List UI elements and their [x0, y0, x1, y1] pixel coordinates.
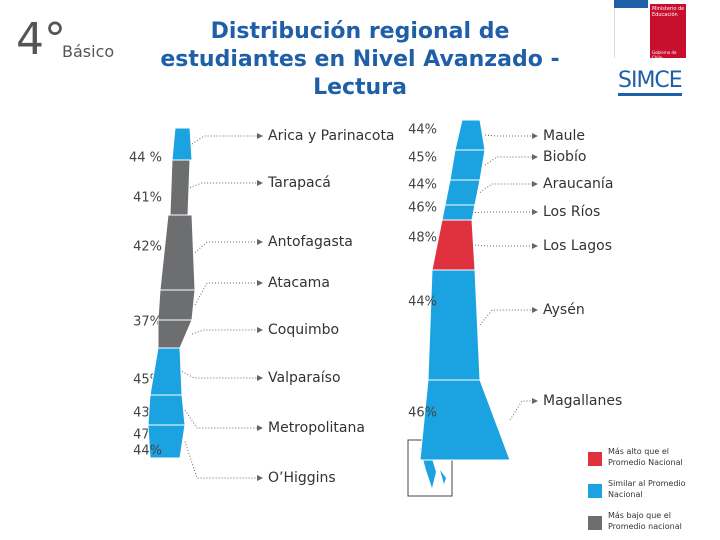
ministry: Ministerio de Educación — [652, 6, 685, 18]
region-value: 44% — [408, 295, 437, 310]
leader-line — [189, 180, 263, 188]
region-shape — [157, 289, 196, 321]
region-name: Atacama — [268, 275, 330, 291]
leader-line — [484, 154, 538, 166]
region-shape — [431, 219, 476, 271]
region-name: O’Higgins — [268, 470, 336, 486]
region-name: Magallanes — [543, 393, 622, 409]
region-value: 48% — [408, 231, 437, 246]
region-shape — [444, 179, 481, 206]
region-name: Antofagasta — [268, 234, 353, 250]
leader-line — [181, 371, 263, 381]
region-name: Metropolitana — [268, 420, 365, 436]
leader-line — [194, 280, 263, 306]
region-value: 44 % — [129, 151, 162, 166]
region-value: 37% — [133, 315, 162, 330]
title: Distribución regional de estudiantes en … — [160, 19, 560, 100]
legend-label: Más bajo que el Promedio nacional — [608, 511, 682, 531]
region-shape — [169, 159, 191, 216]
region-shape — [147, 394, 186, 426]
region-shape — [427, 269, 481, 381]
grade: 4° — [16, 14, 66, 65]
leader-line — [484, 133, 538, 139]
region-value: 42% — [133, 240, 162, 255]
region-shape — [157, 319, 193, 349]
region-name: Araucanía — [543, 176, 613, 192]
legend-label: Más alto que el Promedio Nacional — [608, 447, 683, 467]
region-shape — [147, 424, 186, 459]
region-shape — [149, 347, 183, 396]
region-name: Maule — [543, 128, 585, 144]
leader-line — [474, 243, 538, 249]
simce-logo: SIMCE — [618, 68, 683, 96]
leader-line — [194, 239, 263, 253]
region-shape — [454, 119, 486, 151]
legend-label: Similar al Promedio Nacional — [608, 479, 686, 499]
region-shape — [159, 214, 196, 291]
region-value: 46% — [408, 406, 437, 421]
region-name: Valparaíso — [268, 370, 341, 386]
leader-line — [191, 133, 263, 145]
ministry-logo: Ministerio de Educación Gobierno de Chil… — [614, 0, 686, 62]
legend-item: Más bajo que el Promedio nacional — [608, 511, 682, 531]
legend-swatch — [588, 484, 602, 498]
region-name: Los Lagos — [543, 238, 612, 254]
legend-item: Más alto que el Promedio Nacional — [608, 447, 683, 467]
leader-line — [184, 409, 263, 431]
legend-swatch — [588, 452, 602, 466]
region-value: 44% — [133, 444, 162, 459]
legend-swatch — [588, 516, 602, 530]
region-value: 44% — [408, 178, 437, 193]
region-shape — [441, 204, 476, 221]
government: Gobierno de Chile — [652, 50, 677, 60]
region-name: Coquimbo — [268, 322, 339, 338]
leader-line — [474, 209, 538, 215]
region-name: Arica y Parinacota — [268, 128, 395, 144]
leader-line — [509, 398, 538, 421]
leader-line — [191, 327, 263, 335]
region-name: Biobío — [543, 149, 586, 165]
region-name: Tarapacá — [267, 175, 331, 191]
region-name: Los Ríos — [543, 204, 600, 220]
level: Básico — [62, 42, 115, 61]
leader-line — [479, 307, 538, 326]
region-value: 46% — [408, 201, 437, 216]
region-value: 44% — [408, 123, 437, 138]
legend-item: Similar al Promedio Nacional — [608, 479, 686, 499]
region-shape — [171, 127, 193, 161]
region-value: 45% — [408, 151, 437, 166]
region-shape — [449, 149, 486, 181]
leader-line — [184, 441, 263, 481]
leader-line — [479, 181, 538, 193]
region-value: 41% — [133, 191, 162, 206]
region-name: Aysén — [543, 302, 585, 318]
region-shape — [419, 379, 511, 461]
